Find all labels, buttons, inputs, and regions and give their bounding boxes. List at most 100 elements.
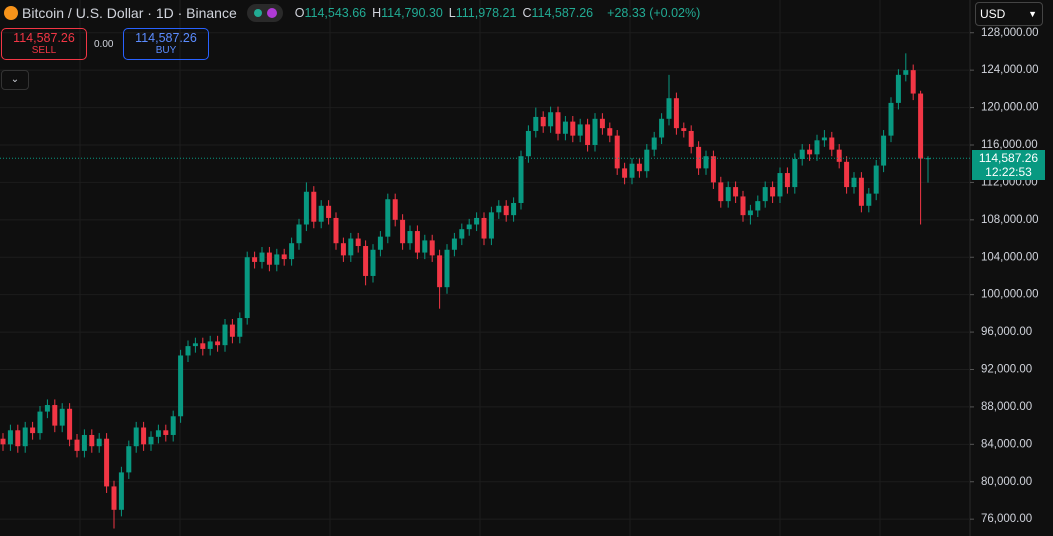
- candle-body: [207, 341, 213, 349]
- y-tick-label: 92,000.00: [981, 364, 1032, 376]
- candle-body: [392, 199, 398, 220]
- buy-button[interactable]: 114,587.26 BUY: [123, 28, 209, 60]
- candle-body: [437, 255, 443, 288]
- ohlc-value: 114,790.30: [381, 6, 443, 20]
- candle-body: [237, 318, 243, 337]
- candle-body: [858, 177, 864, 206]
- ohlc: O114,543.66 H114,790.30 L111,978.21 C114,58…: [295, 6, 599, 20]
- candle-body: [67, 408, 73, 440]
- btc-icon: [4, 6, 18, 20]
- candle-body: [918, 93, 924, 159]
- y-tick-label: 80,000.00: [981, 476, 1032, 488]
- candle-body: [474, 217, 480, 225]
- candle-body: [807, 149, 813, 155]
- candle-body: [185, 346, 191, 356]
- candle-body: [644, 149, 650, 172]
- candle-body: [466, 224, 472, 230]
- candle-body: [518, 156, 524, 203]
- candle-body: [503, 205, 509, 216]
- candle-body: [866, 193, 872, 206]
- change: +28.33 (+0.02%): [607, 6, 701, 20]
- candle-body: [89, 434, 95, 447]
- candle-body: [910, 70, 916, 94]
- candle-body: [0, 438, 6, 445]
- candle-body: [821, 137, 827, 141]
- candle-body: [829, 137, 835, 150]
- candle-body: [348, 238, 354, 256]
- candle-body: [577, 124, 583, 136]
- status-pill[interactable]: [246, 4, 283, 22]
- candle-body: [585, 124, 591, 145]
- candle-body: [44, 405, 50, 412]
- y-tick-label: 76,000.00: [981, 513, 1032, 525]
- candle-body: [81, 434, 87, 451]
- y-tick-label: 120,000.00: [981, 102, 1039, 114]
- candle-body: [252, 257, 258, 262]
- candle-body: [422, 240, 428, 253]
- candle-body: [355, 238, 361, 247]
- candle-body: [451, 238, 457, 250]
- candle-body: [666, 98, 672, 119]
- vertical-grid: [79, 0, 881, 536]
- symbol-title[interactable]: Bitcoin / U.S. Dollar · 1D · Binance: [22, 5, 237, 21]
- sell-button[interactable]: 114,587.26 SELL: [1, 28, 87, 60]
- candle-body: [133, 427, 139, 447]
- candle-body: [496, 205, 502, 213]
- candle-body: [673, 98, 679, 129]
- y-tick-label: 88,000.00: [981, 401, 1032, 413]
- candle-body: [881, 135, 887, 166]
- candle-body: [163, 430, 169, 435]
- candle-body: [873, 165, 879, 194]
- candle-body: [407, 231, 413, 244]
- candle-body: [259, 252, 265, 262]
- candle-body: [718, 182, 724, 202]
- y-tick-label: 124,000.00: [981, 64, 1039, 76]
- candle-body: [814, 140, 820, 155]
- candle-body: [229, 324, 235, 337]
- candle-body: [370, 249, 376, 276]
- candle-body: [696, 146, 702, 169]
- candle-body: [622, 168, 628, 178]
- candle-body: [74, 439, 80, 451]
- candle-body: [629, 163, 635, 178]
- currency-select[interactable]: USD ▼: [975, 2, 1043, 26]
- candle-body: [555, 112, 561, 134]
- sell-label: SELL: [31, 45, 57, 56]
- candle-body: [710, 156, 716, 183]
- collapse-button[interactable]: ⌄: [1, 70, 29, 90]
- candle-body: [784, 173, 790, 188]
- buy-price: 114,587.26: [135, 31, 197, 45]
- candle-body: [104, 438, 110, 487]
- candle-body: [15, 430, 21, 447]
- candle-body: [377, 236, 383, 250]
- candle-body: [770, 187, 776, 197]
- ohlc-key: H: [372, 6, 382, 20]
- candle-body: [762, 187, 768, 202]
- candle-body: [792, 159, 798, 188]
- countdown: 12:22:53: [985, 165, 1032, 180]
- candle-body: [118, 472, 124, 510]
- candle-body: [636, 163, 642, 172]
- candle-body: [733, 187, 739, 197]
- candle-body: [385, 199, 391, 237]
- candle-body: [459, 229, 465, 239]
- y-tick-label: 100,000.00: [981, 289, 1039, 301]
- candle-body: [533, 116, 539, 131]
- candle-body: [799, 149, 805, 160]
- candle-body: [215, 341, 221, 346]
- candle-body: [296, 224, 302, 244]
- candle-body: [326, 205, 332, 218]
- candle-body: [444, 249, 450, 288]
- candle-body: [688, 130, 694, 147]
- candle-body: [414, 231, 420, 253]
- candle-body: [592, 118, 598, 145]
- ohlc-key: C: [522, 6, 532, 20]
- candle-body: [289, 243, 295, 260]
- candle-body: [170, 416, 176, 435]
- candle-body: [7, 430, 13, 445]
- candle-body: [481, 217, 487, 239]
- spread: 0.00: [94, 39, 114, 50]
- symbol-header: Bitcoin / U.S. Dollar · 1D · Binance O11…: [0, 3, 700, 23]
- candle-body: [222, 324, 228, 346]
